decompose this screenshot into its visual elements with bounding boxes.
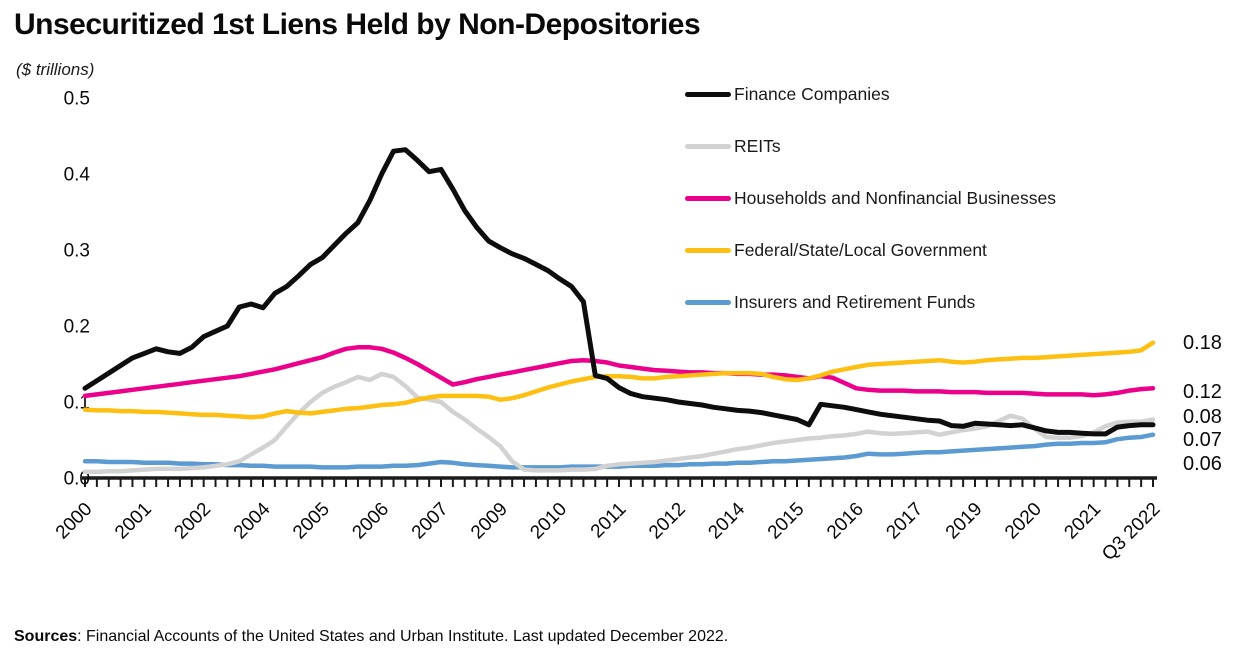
source-note: Sources: Financial Accounts of the Unite… bbox=[14, 628, 728, 646]
x-tick-label: 2021 bbox=[1060, 499, 1105, 544]
source-label: Sources bbox=[14, 628, 78, 645]
end-value-label-finance: 0.07 bbox=[1183, 429, 1222, 451]
series-line-households bbox=[82, 345, 1156, 399]
legend-item-finance: Finance Companies bbox=[685, 83, 1056, 105]
end-value-label-government: 0.18 bbox=[1183, 332, 1222, 354]
legend-label-finance: Finance Companies bbox=[734, 83, 890, 104]
chart-legend: Finance Companies REITs Households and Non… bbox=[685, 83, 1056, 343]
x-tick-label: 2009 bbox=[467, 499, 512, 544]
x-tick-label: Q3 2022 bbox=[1098, 499, 1164, 565]
end-value-label-insurers: 0.06 bbox=[1183, 453, 1222, 475]
x-tick-label: 2002 bbox=[170, 499, 215, 544]
legend-swatch-reits bbox=[685, 143, 731, 149]
legend-swatch-households bbox=[685, 195, 731, 201]
x-tick-label: 2000 bbox=[52, 499, 97, 544]
legend-item-insurers: Insurers and Retirement Funds bbox=[685, 291, 1056, 313]
x-tick-label: 2004 bbox=[230, 498, 275, 543]
x-tick-label: 2006 bbox=[348, 499, 393, 544]
legend-label-government: Federal/State/Local Government bbox=[734, 239, 987, 260]
legend-label-households: Households and Nonfinancial Businesses bbox=[734, 187, 1057, 208]
x-tick-label: 2017 bbox=[882, 499, 927, 544]
y-tick-label: 0.4 bbox=[64, 165, 91, 186]
y-tick-label: 0.5 bbox=[64, 89, 90, 110]
legend-swatch-finance bbox=[685, 91, 731, 97]
legend-label-reits: REITs bbox=[734, 135, 781, 156]
source-text: : Financial Accounts of the United State… bbox=[77, 628, 729, 645]
x-tick-label: 2010 bbox=[526, 499, 571, 544]
series-line-insurers bbox=[82, 432, 1156, 470]
legend-swatch-government bbox=[685, 247, 731, 253]
series-line-government bbox=[82, 340, 1156, 420]
x-tick-label: 2016 bbox=[823, 499, 868, 544]
x-tick-label: 2014 bbox=[704, 498, 749, 543]
x-tick-label: 2005 bbox=[289, 499, 334, 544]
legend-item-reits: REITs bbox=[685, 135, 1056, 157]
x-tick-label: 2012 bbox=[645, 499, 690, 544]
x-tick-label: 2007 bbox=[408, 499, 453, 544]
x-tick-label: 2019 bbox=[942, 499, 987, 544]
series-line-reits bbox=[82, 371, 1156, 475]
legend-item-households: Households and Nonfinancial Businesses bbox=[685, 187, 1056, 209]
axis-unit-label: ($ trillions) bbox=[16, 60, 95, 79]
x-tick-label: 2001 bbox=[111, 499, 156, 544]
y-tick-label: 0.2 bbox=[64, 317, 90, 338]
legend-label-insurers: Insurers and Retirement Funds bbox=[734, 291, 976, 312]
y-tick-label: 0.3 bbox=[64, 241, 90, 262]
legend-swatch-insurers bbox=[685, 299, 731, 305]
series-line-finance bbox=[82, 147, 1156, 437]
end-value-label-reits: 0.08 bbox=[1183, 406, 1222, 428]
x-tick-label: 2011 bbox=[587, 499, 631, 543]
x-tick-label: 2020 bbox=[1001, 499, 1046, 544]
y-tick-label: 0.0 bbox=[64, 469, 90, 490]
x-tick-label: 2015 bbox=[764, 499, 809, 544]
page-title: Unsecuritized 1st Liens Held by Non-Depo… bbox=[14, 8, 701, 41]
legend-item-government: Federal/State/Local Government bbox=[685, 239, 1056, 261]
end-value-label-households: 0.12 bbox=[1183, 381, 1222, 403]
